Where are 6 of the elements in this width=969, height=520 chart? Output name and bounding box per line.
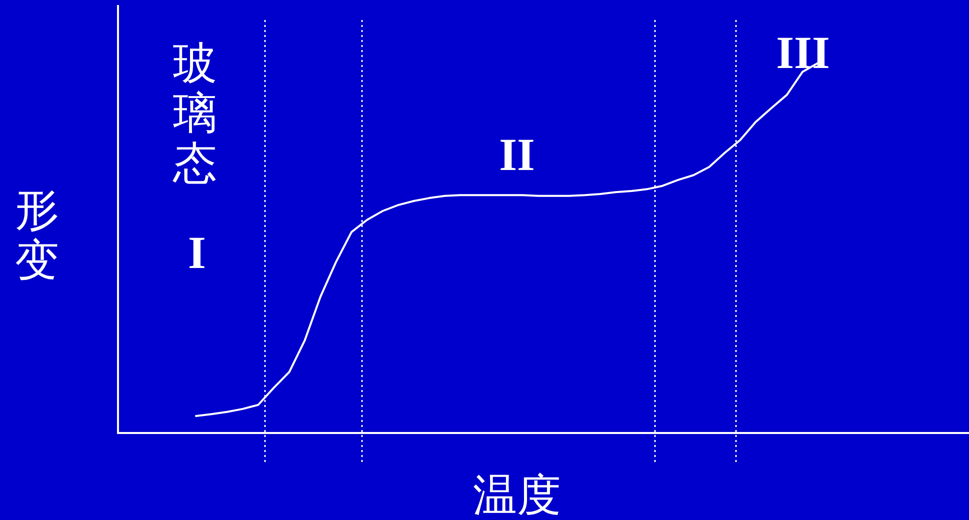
annotation: II xyxy=(499,129,535,180)
annotation: 玻璃态 xyxy=(172,38,217,189)
annotation: III xyxy=(776,27,830,78)
annotation: I xyxy=(188,227,206,278)
y-axis-title: 形变 xyxy=(15,185,59,286)
x-axis-title: 温度 xyxy=(473,470,561,520)
